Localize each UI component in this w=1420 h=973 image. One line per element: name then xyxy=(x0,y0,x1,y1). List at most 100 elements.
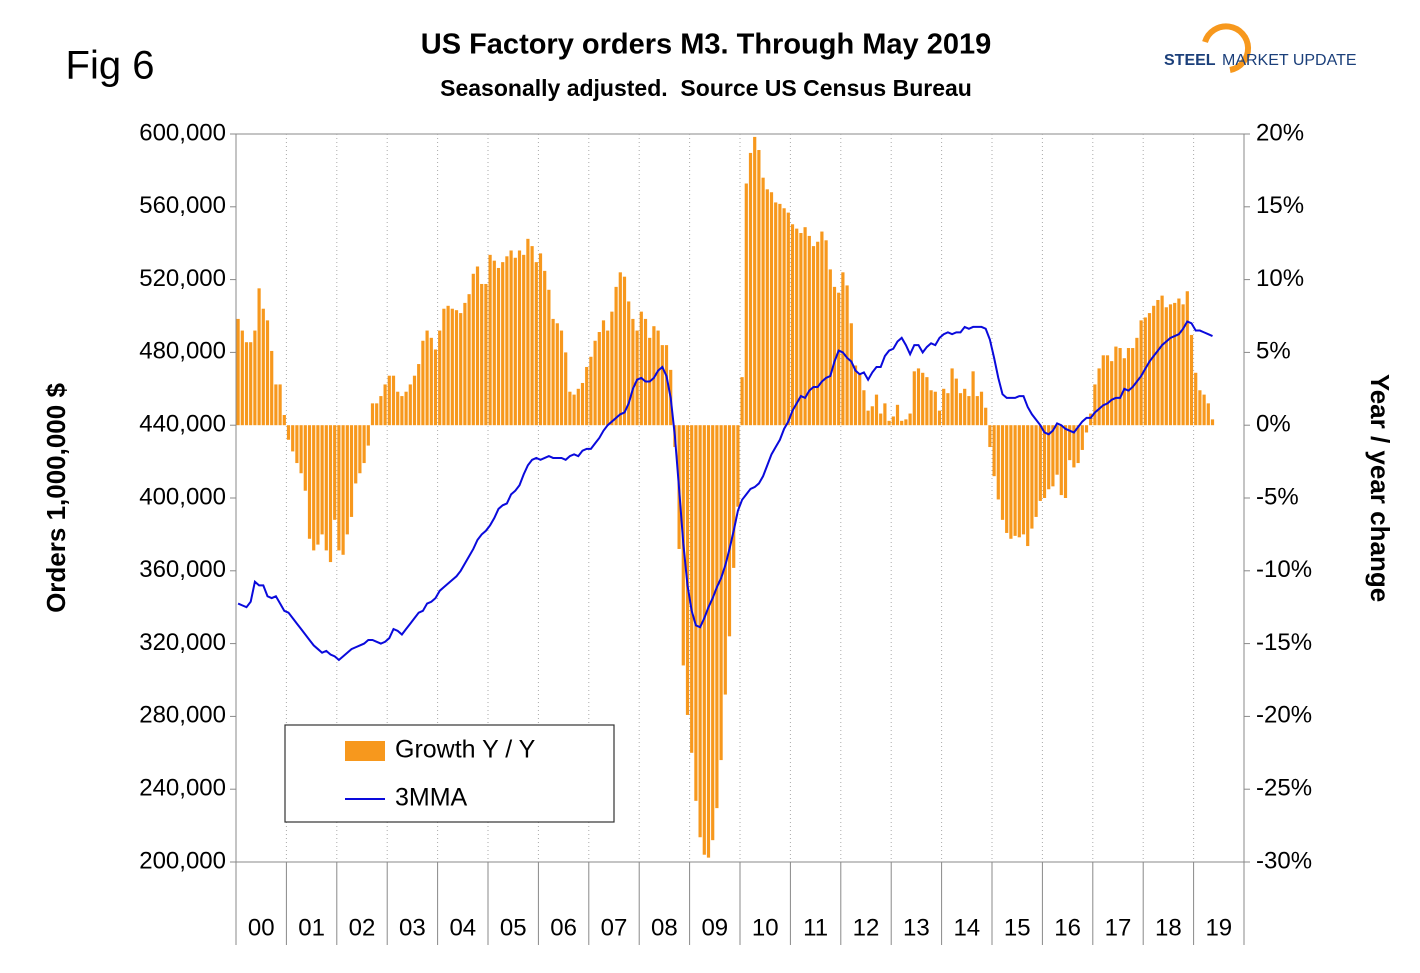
bar xyxy=(639,311,643,426)
bar xyxy=(757,150,761,426)
bar xyxy=(988,425,992,448)
bar xyxy=(950,368,954,426)
bar xyxy=(895,404,900,426)
bar xyxy=(408,384,412,426)
x-tick-label: 16 xyxy=(1054,914,1081,941)
bar xyxy=(488,254,492,426)
bar xyxy=(1168,304,1173,426)
bar xyxy=(1013,425,1017,536)
y2-tick-label: 10% xyxy=(1256,265,1304,292)
bar xyxy=(706,425,711,858)
bar xyxy=(807,235,811,426)
bar xyxy=(954,378,958,426)
bar xyxy=(1139,320,1143,426)
bar xyxy=(1156,299,1160,426)
bar xyxy=(685,425,690,715)
bar xyxy=(984,407,988,426)
bar xyxy=(782,208,786,426)
bar xyxy=(484,283,488,426)
line xyxy=(237,320,1213,662)
bar xyxy=(261,308,265,426)
bar xyxy=(589,356,593,426)
bar xyxy=(593,340,597,426)
bar xyxy=(568,391,572,426)
bar xyxy=(631,318,635,426)
bar xyxy=(736,425,740,507)
bar xyxy=(664,345,669,426)
bar xyxy=(765,189,769,426)
y-tick-label: 280,000 xyxy=(139,702,226,729)
y-tick-label: 320,000 xyxy=(139,629,226,656)
bar xyxy=(1206,403,1210,426)
x-tick-label: 11 xyxy=(803,914,828,941)
bar xyxy=(946,393,950,426)
bar xyxy=(362,425,366,464)
x-tick-label: 17 xyxy=(1105,914,1132,941)
x-tick-label: 15 xyxy=(1004,914,1031,941)
bar xyxy=(1093,384,1097,426)
bar xyxy=(463,302,467,426)
bar xyxy=(501,262,505,426)
bar xyxy=(824,240,828,426)
bar xyxy=(832,286,837,426)
bar xyxy=(904,419,908,426)
bar xyxy=(257,288,261,426)
bar xyxy=(1147,313,1152,426)
bar xyxy=(811,246,816,426)
bar xyxy=(971,371,975,426)
bar xyxy=(517,250,522,426)
bar xyxy=(1047,425,1051,490)
y-tick-label: 520,000 xyxy=(139,265,226,292)
x-tick-label: 06 xyxy=(550,914,577,941)
bar xyxy=(1026,425,1030,547)
bar xyxy=(1160,295,1164,426)
bar xyxy=(727,425,732,637)
bar xyxy=(1202,394,1206,426)
bar xyxy=(1143,317,1147,426)
bar xyxy=(341,425,345,555)
bar xyxy=(799,233,803,426)
bar xyxy=(963,388,967,426)
bar xyxy=(564,352,568,426)
bar xyxy=(715,425,719,809)
bar xyxy=(450,308,454,426)
y2-tick-label: -20% xyxy=(1256,702,1312,729)
bar xyxy=(387,375,391,426)
y2-tick-label: 20% xyxy=(1256,119,1304,146)
bar xyxy=(643,318,648,426)
bar xyxy=(585,366,589,426)
x-tick-label: 01 xyxy=(298,914,325,941)
bar xyxy=(694,425,698,801)
y2-tick-label: 15% xyxy=(1256,192,1304,219)
bar xyxy=(580,382,585,426)
y-tick-label: 560,000 xyxy=(139,192,226,219)
bar xyxy=(711,425,715,841)
bar xyxy=(933,391,937,426)
bar xyxy=(929,390,933,426)
legend-swatch xyxy=(345,741,385,761)
bar xyxy=(534,262,538,426)
bar xyxy=(1080,425,1084,450)
bar xyxy=(475,266,480,426)
bar xyxy=(1000,425,1005,520)
bar xyxy=(1114,346,1118,426)
y2-tick-label: 0% xyxy=(1256,411,1291,438)
bar xyxy=(1105,355,1110,426)
bar xyxy=(887,420,891,426)
bar xyxy=(1177,298,1181,426)
bar xyxy=(690,425,694,753)
fig-label: Fig 6 xyxy=(66,44,155,88)
bar xyxy=(748,152,753,426)
bar xyxy=(1210,419,1215,426)
bar xyxy=(383,384,387,426)
bar xyxy=(937,410,942,426)
bar xyxy=(282,415,286,426)
legend-box xyxy=(284,724,615,823)
x-tick-label: 12 xyxy=(853,914,880,941)
x-tick-label: 03 xyxy=(399,914,426,941)
bar xyxy=(1189,334,1194,426)
bar xyxy=(572,394,576,426)
y2-tick-label: -5% xyxy=(1256,483,1299,510)
bar xyxy=(526,238,530,426)
x-tick-label: 00 xyxy=(248,914,275,941)
